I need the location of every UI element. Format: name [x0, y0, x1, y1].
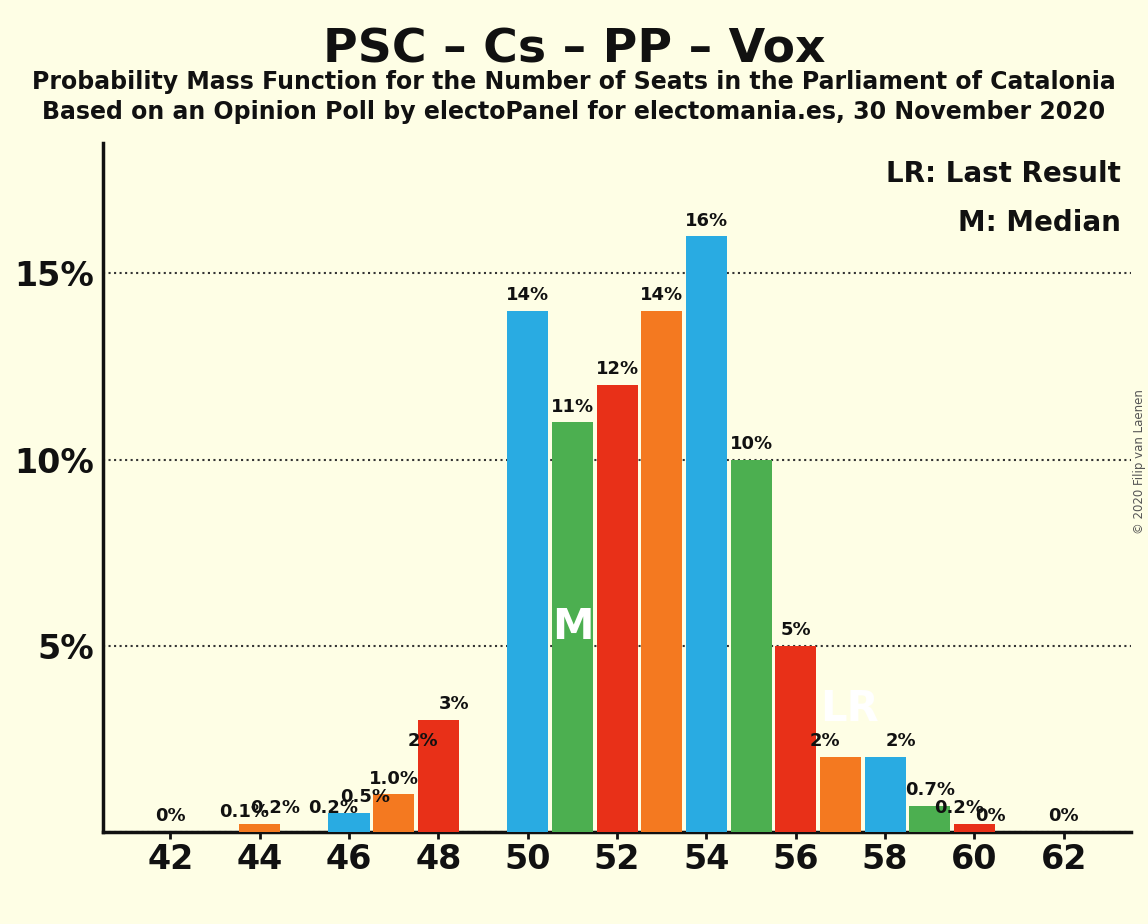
Text: Probability Mass Function for the Number of Seats in the Parliament of Catalonia: Probability Mass Function for the Number… — [32, 70, 1116, 94]
Text: 0.1%: 0.1% — [219, 803, 269, 821]
Text: 3%: 3% — [439, 695, 470, 713]
Bar — [730, 459, 771, 832]
Text: 16%: 16% — [685, 212, 728, 229]
Text: Based on an Opinion Poll by electoPanel for electomania.es, 30 November 2020: Based on an Opinion Poll by electoPanel … — [42, 100, 1106, 124]
Bar — [418, 757, 459, 832]
Text: 0.2%: 0.2% — [933, 799, 984, 818]
Text: 1.0%: 1.0% — [369, 770, 419, 787]
Bar — [507, 310, 549, 832]
Bar — [864, 757, 906, 832]
Text: 2%: 2% — [408, 733, 439, 750]
Text: M: M — [552, 606, 594, 648]
Text: 0.2%: 0.2% — [250, 799, 301, 818]
Text: 11%: 11% — [551, 397, 594, 416]
Bar — [239, 828, 280, 832]
Text: PSC – Cs – PP – Vox: PSC – Cs – PP – Vox — [323, 28, 825, 73]
Bar — [954, 824, 995, 832]
Text: 0%: 0% — [155, 807, 186, 825]
Text: LR: Last Result: LR: Last Result — [885, 161, 1120, 188]
Bar — [642, 310, 682, 832]
Bar — [328, 813, 370, 832]
Text: 5%: 5% — [781, 621, 810, 638]
Bar — [775, 646, 816, 832]
Text: 0%: 0% — [1048, 807, 1079, 825]
Bar — [685, 237, 727, 832]
Text: 0.5%: 0.5% — [340, 788, 389, 807]
Bar — [820, 757, 861, 832]
Text: 2%: 2% — [885, 733, 916, 750]
Text: © 2020 Filip van Laenen: © 2020 Filip van Laenen — [1133, 390, 1146, 534]
Bar — [909, 806, 951, 832]
Bar — [373, 795, 414, 832]
Bar — [418, 720, 459, 832]
Text: 12%: 12% — [596, 360, 638, 379]
Text: 10%: 10% — [729, 435, 773, 453]
Text: 2%: 2% — [809, 733, 840, 750]
Text: 14%: 14% — [641, 286, 683, 304]
Text: LR: LR — [820, 687, 878, 730]
Bar — [328, 824, 370, 832]
Bar — [597, 385, 637, 832]
Text: 14%: 14% — [506, 286, 549, 304]
Bar — [239, 824, 280, 832]
Text: 0%: 0% — [975, 807, 1006, 825]
Text: 0.2%: 0.2% — [309, 799, 358, 818]
Bar — [552, 422, 592, 832]
Text: 0.7%: 0.7% — [905, 781, 955, 799]
Text: M: Median: M: Median — [957, 209, 1120, 237]
